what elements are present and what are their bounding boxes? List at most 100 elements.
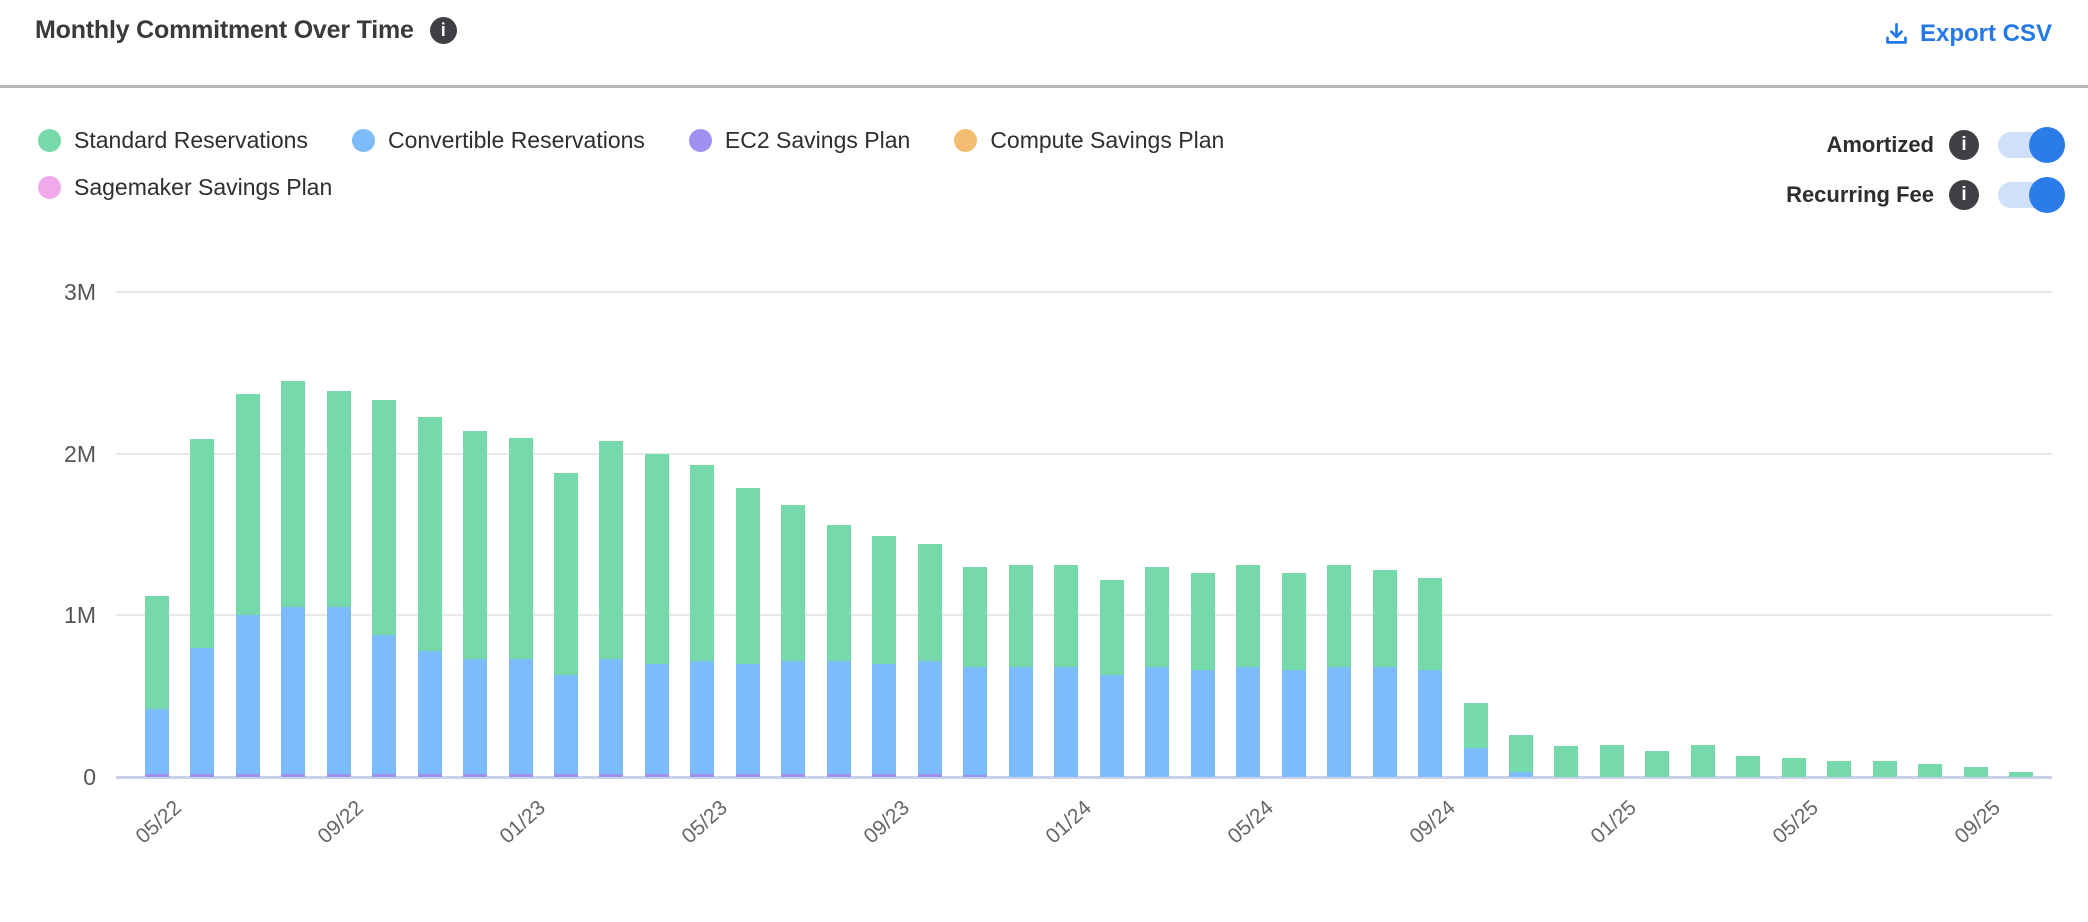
bar-10/22[interactable] (361, 292, 406, 777)
bar-03/25[interactable] (1680, 292, 1725, 777)
bar-segment-standard-reservations (1281, 573, 1306, 671)
bar-04/23[interactable] (634, 292, 679, 777)
export-csv-button[interactable]: Export CSV (1883, 20, 2052, 48)
bar-segment-convertible-reservations (1008, 667, 1033, 777)
recurring-fee-toggle[interactable] (1998, 177, 2065, 213)
legend-item-sagemaker-savings-plan[interactable]: Sagemaker Savings Plan (38, 174, 332, 201)
bar-segment-standard-reservations (326, 390, 351, 608)
bar-05/25[interactable] (1771, 292, 1816, 777)
bar-12/22[interactable] (452, 292, 497, 777)
amortized-toggle[interactable] (1998, 127, 2065, 163)
legend-item-convertible-reservations[interactable]: Convertible Reservations (351, 127, 645, 154)
bar-07/23[interactable] (771, 292, 816, 777)
bar-05/23[interactable] (680, 292, 725, 777)
bar-10/25[interactable] (1999, 292, 2044, 777)
bar-07/24[interactable] (1316, 292, 1361, 777)
bar-11/23[interactable] (953, 292, 998, 777)
bar-03/23[interactable] (589, 292, 634, 777)
x-axis-tick-label: 05/22 (131, 796, 187, 849)
y-axis-tick-label: 2M (64, 440, 96, 467)
gridline (116, 291, 2052, 293)
bar-segment-standard-reservations (1418, 578, 1443, 671)
bar-segment-standard-reservations (1327, 565, 1352, 668)
bar-08/24[interactable] (1362, 292, 1407, 777)
header-divider (0, 85, 2088, 88)
bar-segment-standard-reservations (1099, 579, 1124, 676)
bar-11/22[interactable] (407, 292, 452, 777)
bar-segment-convertible-reservations (1054, 667, 1079, 777)
legend-item-standard-reservations[interactable]: Standard Reservations (38, 127, 308, 154)
bar-06/22[interactable] (179, 292, 224, 777)
amortized-row: Amortized i (1826, 126, 2065, 164)
bar-01/23[interactable] (498, 292, 543, 777)
bar-01/24[interactable] (1044, 292, 1089, 777)
bar-12/24[interactable] (1544, 292, 1589, 777)
bar-11/24[interactable] (1498, 292, 1543, 777)
bar-segment-standard-reservations (281, 380, 306, 608)
bar-segment-ec2-savings-plan (463, 773, 488, 777)
bar-segment-standard-reservations (1554, 746, 1579, 777)
legend-item-compute-savings-plan[interactable]: Compute Savings Plan (954, 127, 1224, 154)
x-axis-tick-label: 05/23 (677, 796, 732, 849)
bar-07/22[interactable] (225, 292, 270, 777)
bar-06/24[interactable] (1271, 292, 1316, 777)
bar-08/22[interactable] (270, 292, 315, 777)
bar-02/25[interactable] (1635, 292, 1680, 777)
bar-segment-ec2-savings-plan (372, 773, 397, 777)
title-info-icon[interactable]: i (429, 17, 457, 44)
download-icon (1886, 22, 1907, 44)
x-axis-tick-label: 09/23 (859, 796, 914, 849)
gridline (116, 614, 2052, 617)
x-axis-tick-label: 01/23 (495, 796, 550, 849)
bar-08/23[interactable] (816, 292, 861, 777)
bar-02/24[interactable] (1089, 292, 1134, 777)
header: Monthly Commitment Over Time i (35, 16, 457, 45)
bar-segment-convertible-reservations (690, 660, 715, 774)
bar-12/23[interactable] (998, 292, 1043, 777)
bar-10/24[interactable] (1453, 292, 1498, 777)
bar-segment-standard-reservations (144, 595, 169, 710)
bar-segment-convertible-reservations (644, 663, 669, 774)
amortized-info-icon[interactable]: i (1949, 130, 1979, 160)
bar-06/23[interactable] (725, 292, 770, 777)
bar-segment-ec2-savings-plan (735, 773, 760, 777)
bar-segment-convertible-reservations (1418, 670, 1443, 777)
toggle-knob (2029, 127, 2065, 163)
bar-segment-convertible-reservations (508, 659, 533, 774)
export-csv-label: Export CSV (1919, 20, 2052, 47)
bar-09/24[interactable] (1407, 292, 1452, 777)
bar-03/24[interactable] (1134, 292, 1179, 777)
bar-segment-standard-reservations (1008, 565, 1033, 668)
bar-01/25[interactable] (1589, 292, 1634, 777)
bar-02/23[interactable] (543, 292, 588, 777)
bar-10/23[interactable] (907, 292, 952, 777)
bar-segment-convertible-reservations (463, 659, 488, 774)
bar-segment-ec2-savings-plan (508, 773, 533, 777)
bar-05/24[interactable] (1225, 292, 1270, 777)
recurring-fee-info-icon[interactable]: i (1949, 180, 1979, 210)
bar-04/25[interactable] (1726, 292, 1771, 777)
bar-segment-standard-reservations (1509, 734, 1534, 773)
bar-segment-ec2-savings-plan (872, 773, 897, 777)
bar-segment-standard-reservations (963, 566, 988, 668)
chart-bars (134, 292, 2044, 777)
bar-07/25[interactable] (1862, 292, 1907, 777)
bar-06/25[interactable] (1817, 292, 1862, 777)
bar-segment-ec2-savings-plan (826, 773, 851, 777)
bar-segment-standard-reservations (235, 393, 260, 616)
bar-segment-standard-reservations (1463, 702, 1488, 748)
bar-segment-ec2-savings-plan (554, 773, 579, 777)
bar-segment-standard-reservations (917, 544, 942, 661)
bar-09/22[interactable] (316, 292, 361, 777)
legend-label: Sagemaker Savings Plan (74, 174, 333, 200)
bar-segment-standard-reservations (190, 439, 215, 648)
bar-04/24[interactable] (1180, 292, 1225, 777)
bar-08/25[interactable] (1908, 292, 1953, 777)
bar-09/23[interactable] (862, 292, 907, 777)
bar-09/25[interactable] (1953, 292, 1998, 777)
legend-item-ec2-savings-plan[interactable]: EC2 Savings Plan (688, 127, 910, 154)
legend-dot (38, 129, 61, 152)
bar-05/22[interactable] (134, 292, 179, 777)
legend-dot (38, 176, 61, 199)
